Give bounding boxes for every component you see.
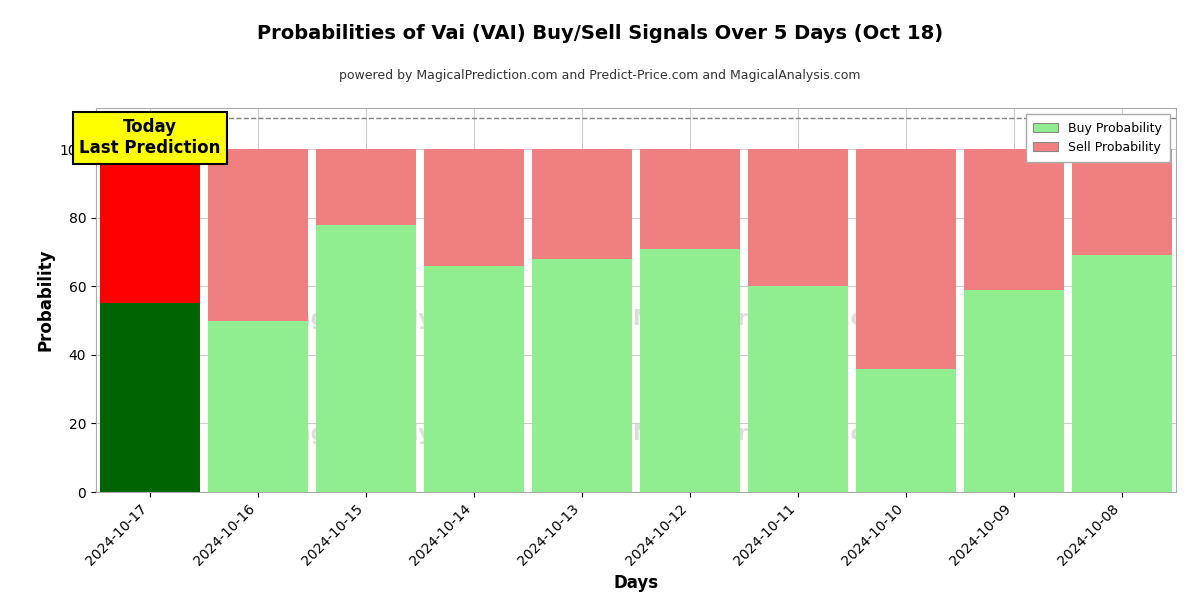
Bar	[965, 290, 1063, 492]
Text: powered by MagicalPrediction.com and Predict-Price.com and MagicalAnalysis.com: powered by MagicalPrediction.com and Pre…	[340, 69, 860, 82]
Text: MagicalAnalysis.com: MagicalAnalysis.com	[276, 424, 521, 445]
Bar	[317, 224, 415, 492]
Bar	[209, 320, 307, 492]
Bar	[965, 149, 1063, 290]
Bar	[101, 149, 199, 304]
Text: Today
Last Prediction: Today Last Prediction	[79, 118, 221, 157]
Bar	[857, 149, 955, 368]
Bar	[641, 248, 739, 492]
Legend: Buy Probability, Sell Probability: Buy Probability, Sell Probability	[1026, 114, 1170, 161]
Bar	[317, 149, 415, 224]
Y-axis label: Probability: Probability	[36, 249, 54, 351]
Bar	[533, 149, 631, 259]
Text: MagicalPrediction.com: MagicalPrediction.com	[632, 309, 899, 329]
X-axis label: Days: Days	[613, 574, 659, 592]
Bar	[749, 149, 847, 286]
Bar	[533, 259, 631, 492]
Bar	[749, 286, 847, 492]
Bar	[425, 149, 523, 266]
Bar	[425, 266, 523, 492]
Text: Probabilities of Vai (VAI) Buy/Sell Signals Over 5 Days (Oct 18): Probabilities of Vai (VAI) Buy/Sell Sign…	[257, 24, 943, 43]
Text: MagicalAnalysis.com: MagicalAnalysis.com	[276, 309, 521, 329]
Bar	[1073, 149, 1171, 256]
Bar	[641, 149, 739, 248]
Bar	[101, 304, 199, 492]
Bar	[857, 368, 955, 492]
Bar	[209, 149, 307, 320]
Bar	[1073, 256, 1171, 492]
Text: MagicalPrediction.com: MagicalPrediction.com	[632, 424, 899, 445]
